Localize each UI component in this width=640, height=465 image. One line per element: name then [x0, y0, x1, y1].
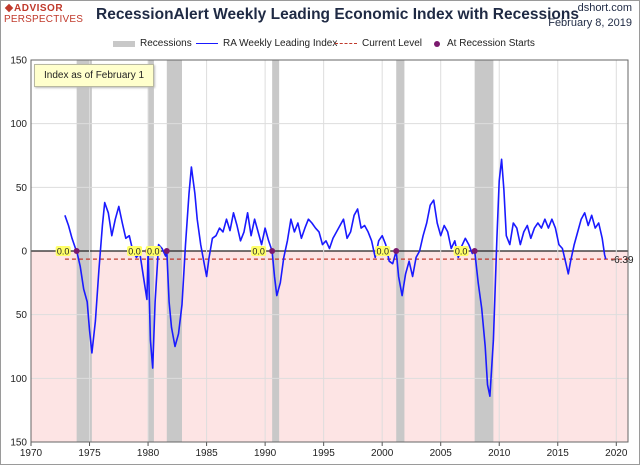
recession-start-marker-5: 0.0 — [453, 246, 478, 257]
x-tick-label-6: 2000 — [371, 448, 394, 459]
recession-start-marker-0: 0.0 — [55, 246, 80, 257]
legend-series-label: RA Weekly Leading Index — [223, 38, 338, 49]
recession-start-dot-2 — [163, 248, 170, 254]
x-tick-label-9: 2015 — [547, 448, 570, 459]
recession-start-label-bg-2 — [145, 246, 161, 256]
y-tick-label-2: 50 — [16, 183, 28, 194]
chart-title: RecessionAlert Weekly Leading Economic I… — [96, 6, 579, 23]
recession-start-dot-0 — [73, 248, 80, 254]
x-tick-label-7: 2005 — [430, 448, 453, 459]
legend-recessions: Recessions — [113, 38, 192, 49]
x-tick-label-5: 1995 — [313, 448, 336, 459]
negative-zone-band — [31, 251, 628, 442]
recession-start-label-bg-1 — [127, 246, 143, 256]
y-tick-label-5: 100 — [10, 374, 27, 385]
legend-series-swatch — [196, 43, 218, 44]
y-tick-label-0: 150 — [10, 56, 27, 67]
x-tick-label-10: 2020 — [605, 448, 628, 459]
recession-start-label-bg-5 — [453, 246, 469, 256]
recession-start-marker-2: 0.0 — [145, 246, 170, 257]
recession-start-marker-4: 0.0 — [375, 246, 400, 257]
y-tick-label-6: 150 — [10, 438, 27, 449]
x-tick-label-8: 2010 — [488, 448, 511, 459]
x-tick-label-4: 1990 — [254, 448, 277, 459]
legend-recessions-label: Recessions — [140, 38, 192, 49]
recession-start-label-1: 0.0 — [128, 247, 141, 257]
legend-current: Current Level — [335, 38, 422, 49]
x-tick-label-1: 1975 — [78, 448, 101, 459]
x-tick-label-0: 1970 — [20, 448, 43, 459]
recession-start-label-4: 0.0 — [376, 247, 389, 257]
recession-start-dot-4 — [393, 248, 400, 254]
recession-start-label-bg-0 — [55, 246, 71, 256]
legend-current-label: Current Level — [362, 38, 423, 49]
legend: Recessions RA Weekly Leading Index Curre… — [0, 38, 640, 52]
recession-start-dot-5 — [471, 248, 478, 254]
plot-area-border — [30, 59, 629, 443]
recession-start-marker-3: 0.0 — [251, 246, 276, 257]
logo-top-text: ADVISOR — [14, 3, 64, 14]
y-tick-label-4: 50 — [16, 310, 28, 321]
x-tick-label-2: 1980 — [137, 448, 160, 459]
x-tick-label-3: 1985 — [195, 448, 218, 459]
recession-start-label-0: 0.0 — [57, 247, 70, 257]
series-line-ra-weekly-leading-index — [64, 158, 607, 398]
date-label: February 8, 2019 — [548, 17, 632, 29]
logo-bottom-text: PERSPECTIVES — [4, 14, 84, 25]
y-tick-label-1: 100 — [10, 119, 27, 130]
legend-recession-swatch — [113, 40, 135, 47]
recession-start-label-5: 0.0 — [455, 247, 468, 257]
legend-starts-swatch — [434, 40, 440, 47]
legend-starts-label: At Recession Starts — [447, 38, 535, 49]
recession-start-label-bg-3 — [251, 246, 267, 256]
index-date-note: Index as of February 1 — [34, 64, 155, 87]
advisor-perspectives-logo: ADVISOR PERSPECTIVES — [4, 3, 94, 29]
source-label: dshort.com — [577, 2, 632, 14]
recession-start-label-2: 0.0 — [147, 247, 160, 257]
legend-series: RA Weekly Leading Index — [196, 38, 337, 49]
legend-starts: At Recession Starts — [428, 38, 535, 49]
legend-current-swatch — [335, 43, 357, 44]
current-level-value-label: -6.39 — [611, 255, 634, 266]
recession-start-label-bg-4 — [375, 246, 391, 256]
recession-start-label-3: 0.0 — [252, 247, 265, 257]
recession-start-dot-3 — [269, 248, 276, 254]
y-tick-label-3: 0 — [21, 247, 27, 258]
